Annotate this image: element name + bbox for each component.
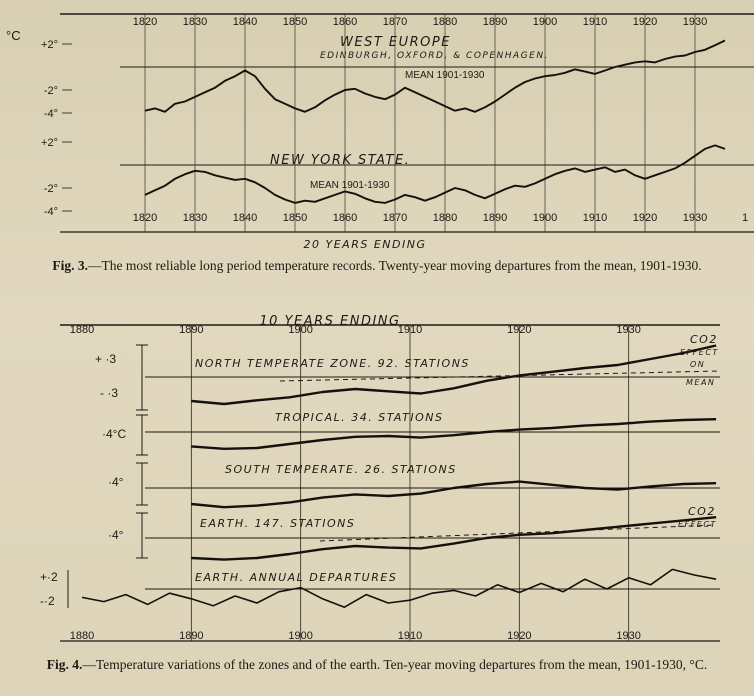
figure-4-title: 10 YEARS ENDING — [259, 314, 400, 329]
figure-3-unit-label: °C — [6, 28, 21, 43]
figure-3-caption-label: Fig. 3. — [52, 258, 88, 273]
figure-3-bottom-tick-label: 1820 — [133, 212, 157, 224]
figure-4-series-line — [81, 568, 717, 608]
figure-4-co2-label: CO2 — [688, 505, 716, 518]
figure-3-panel-subtitle: EDINBURGH, OXFORD, & COPENHAGEN. — [320, 51, 549, 61]
figure-3-x-axis-label: 20 YEARS ENDING — [304, 238, 427, 250]
figure-3-caption: Fig. 3.—The most reliable long period te… — [0, 258, 754, 274]
figure-3-y-tick-label: +2° — [41, 39, 58, 51]
figure-3-y-tick-label: -4° — [44, 206, 58, 218]
figure-4-top-tick-label: 1910 — [398, 324, 422, 336]
figure-3-bottom-tick-label: 1930 — [683, 212, 707, 224]
figure-4-series-label: SOUTH TEMPERATE. 26. STATIONS — [225, 463, 457, 476]
figure-4-top-tick-label: 1880 — [70, 324, 94, 336]
figure-4-scale-label: - ·3 — [100, 386, 118, 400]
figure-3-bottom-tick-label: 1830 — [183, 212, 207, 224]
figure-4-caption-label: Fig. 4. — [46, 657, 83, 672]
figure-3-top-tick-label: 1880 — [433, 16, 457, 28]
figure-4-caption: Fig. 4.—Temperature variations of the zo… — [0, 657, 754, 673]
figure-4-bottom-tick-label: 1920 — [507, 630, 531, 642]
figure-3-bottom-tick-label: 1850 — [283, 212, 307, 224]
figure-4-series-label: TROPICAL. 34. STATIONS — [275, 411, 443, 424]
figure-4-scale-label: ·4°C — [102, 427, 126, 441]
figure-4-bottom-tick-label: 1890 — [179, 630, 203, 642]
figure-3-top-tick-label: 1840 — [233, 16, 257, 28]
figure-4-scale-label: ·4° — [108, 475, 124, 489]
figure-4-co2-label: MEAN — [686, 378, 715, 387]
figure-3-series-line — [144, 39, 726, 113]
figure-4-top-tick-label: 1890 — [179, 324, 203, 336]
figure-3-panel-title: WEST EUROPE — [340, 35, 451, 50]
figure-3-mean-label: MEAN 1901-1930 — [405, 70, 485, 81]
figure-4-bottom-tick-label: 1900 — [288, 630, 312, 642]
figure-3-top-tick-label: 1820 — [133, 16, 157, 28]
figure-3-top-tick-label: 1830 — [183, 16, 207, 28]
figure-3-top-tick-label: 1930 — [683, 16, 707, 28]
figure-3-top-tick-label: 1900 — [533, 16, 557, 28]
figure-3-bottom-tick-label: 1860 — [333, 212, 357, 224]
figure-4-co2-label: CO2 — [690, 333, 718, 346]
figure-4-bottom-tick-label: 1880 — [70, 630, 94, 642]
figure-3-chart: 1820 1830 1840 1850 1860 1870 1880 1890 1900 1910… — [6, 13, 754, 250]
figure-3-top-tick-label: 1920 — [633, 16, 657, 28]
figure-3-top-tick-label: 1870 — [383, 16, 407, 28]
figure-3-y-tick-label: +2° — [41, 137, 58, 149]
figure-4-series-line — [191, 480, 717, 509]
figure-3-top-tick-label: 1890 — [483, 16, 507, 28]
figure-3-bottom-tick-label: 1 — [742, 212, 748, 224]
figure-3-y-tick-label: -2° — [44, 85, 58, 97]
figure-3-top-tick-label: 1860 — [333, 16, 357, 28]
figure-4-bottom-tick-label: 1910 — [398, 630, 422, 642]
figure-3-bottom-tick-label: 1890 — [483, 212, 507, 224]
figure-4-scale-label: ·4° — [108, 528, 124, 542]
figure-3-bottom-tick-label: 1840 — [233, 212, 257, 224]
figure-4-top-tick-label: 1900 — [288, 324, 312, 336]
figure-3-caption-text: —The most reliable long period temperatu… — [88, 258, 702, 273]
figure-4-series-label: NORTH TEMPERATE ZONE. 92. STATIONS — [195, 357, 470, 370]
figure-3-bottom-tick-label: 1910 — [583, 212, 607, 224]
figure-3-panel-title: NEW YORK STATE. — [270, 153, 410, 168]
figure-4-series-line — [191, 344, 717, 406]
figure-3-mean-label: MEAN 1901-1930 — [310, 180, 390, 191]
figure-4-caption-text: —Temperature variations of the zones and… — [82, 657, 708, 672]
figure-4-scale-label: -·2 — [40, 594, 55, 608]
figure-4-series-label: EARTH. 147. STATIONS — [200, 517, 355, 530]
figure-3-bottom-tick-label: 1880 — [433, 212, 457, 224]
figure-3-series-line — [144, 144, 726, 204]
figure-4-bottom-tick-label: 1930 — [616, 630, 640, 642]
figure-4-top-tick-label: 1930 — [616, 324, 640, 336]
figure-4-scale-label: + ·3 — [95, 352, 116, 366]
figure-4-co2-label: EFFECT — [680, 348, 719, 357]
figure-4-co2-label: ON — [690, 360, 705, 369]
figure-4-series-line — [191, 418, 717, 450]
figure-4-series-line — [191, 516, 717, 561]
figure-3-bottom-tick-label: 1870 — [383, 212, 407, 224]
figure-4-series-label: EARTH. ANNUAL DEPARTURES — [195, 571, 397, 584]
figure-4-co2-dashed-line — [319, 524, 716, 542]
figure-3-bottom-tick-label: 1900 — [533, 212, 557, 224]
figure-4-co2-label: EFFECT — [678, 520, 717, 529]
figure-3-y-tick-label: -2° — [44, 183, 58, 195]
figure-4-top-tick-label: 1920 — [507, 324, 531, 336]
figure-3-top-tick-label: 1910 — [583, 16, 607, 28]
figure-3-top-tick-label: 1850 — [283, 16, 307, 28]
figure-4-co2-dashed-line — [279, 370, 721, 382]
figure-3-bottom-tick-label: 1920 — [633, 212, 657, 224]
figure-4-scale-label: +·2 — [40, 570, 58, 584]
figure-3-y-tick-label: -4° — [44, 108, 58, 120]
figure-4-chart: 1880 1890 1900 1910 1920 1930 1880 1890 1900 1910… — [40, 314, 721, 642]
